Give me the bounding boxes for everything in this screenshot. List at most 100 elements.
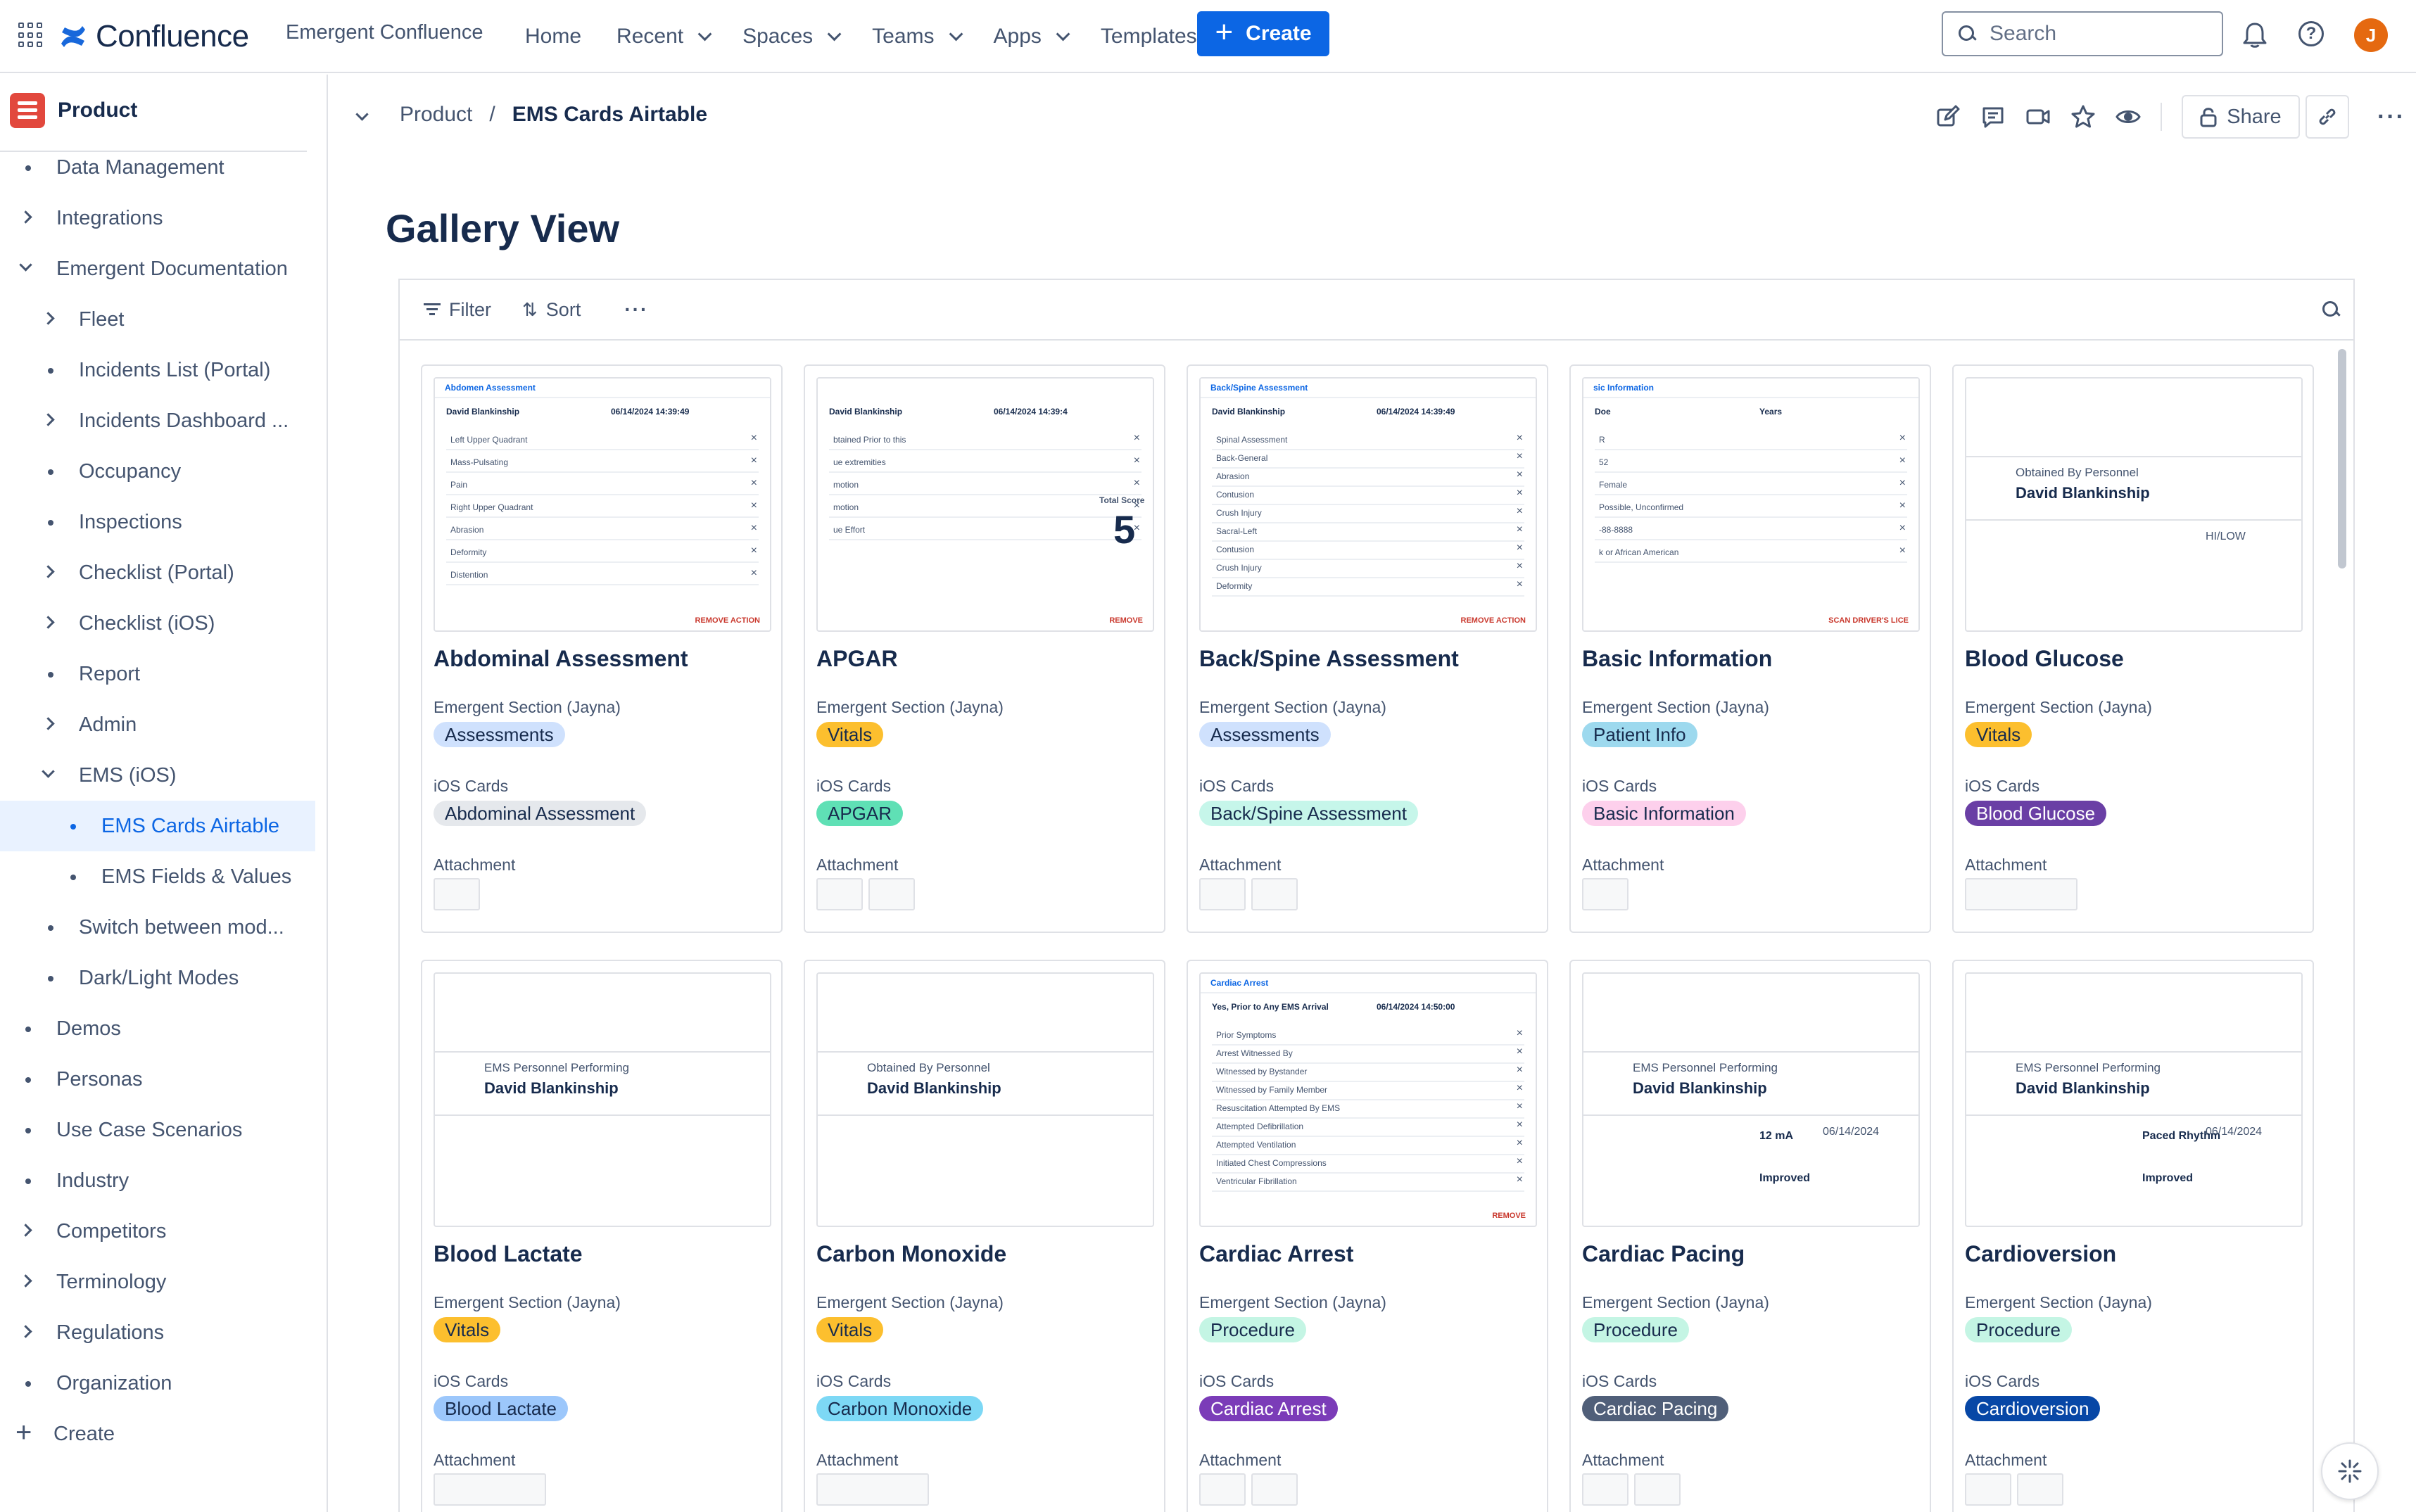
embed-search-icon[interactable] — [2321, 300, 2341, 319]
sidebar-item-switch-between-mod[interactable]: Switch between mod... — [0, 902, 327, 953]
sidebar-item-ems-cards-airtable[interactable]: EMS Cards Airtable — [0, 801, 315, 851]
ai-assist-button[interactable] — [2321, 1442, 2379, 1500]
gallery-card[interactable]: EMS Personnel Performing David Blankinshi… — [1952, 960, 2314, 1512]
chevron-right-icon[interactable] — [42, 312, 55, 325]
sidebar-item-inspections[interactable]: Inspections — [0, 497, 327, 547]
site-name[interactable]: Emergent Confluence — [286, 21, 483, 44]
attachment-thumbnail[interactable] — [1251, 878, 1298, 910]
space-header[interactable]: Product — [0, 86, 307, 135]
gallery-card[interactable]: Cardiac Arrest Yes, Prior to Any EMS Arri… — [1187, 960, 1548, 1512]
sidebar-item-ems-fields-values[interactable]: EMS Fields & Values — [0, 851, 327, 902]
copy-link-button[interactable] — [2306, 95, 2349, 139]
filter-button[interactable]: Filter — [424, 299, 491, 321]
attachment-thumbnail[interactable] — [1251, 1473, 1298, 1506]
watch-eye-icon[interactable] — [2115, 104, 2141, 129]
card-thumbnail[interactable]: David Blankinship 06/14/2024 14:39:4 btain… — [816, 377, 1154, 632]
card-thumbnail[interactable]: EMS Personnel Performing David Blankinshi… — [434, 972, 771, 1227]
comment-icon[interactable] — [1980, 104, 2006, 129]
gallery-card[interactable]: Obtained By Personnel David Blankinship HI… — [1952, 364, 2314, 933]
gallery-card[interactable]: Back/Spine Assessment David Blankinship 06… — [1187, 364, 1548, 933]
attachment-thumbnail[interactable] — [1199, 1473, 1246, 1506]
attachment-thumbnail[interactable] — [2017, 1473, 2063, 1506]
nav-item-templates[interactable]: Templates — [1101, 25, 1197, 49]
card-thumbnail[interactable]: EMS Personnel Performing David Blankinshi… — [1965, 972, 2303, 1227]
sidebar-item-occupancy[interactable]: Occupancy — [0, 446, 327, 497]
sidebar-item-ems-ios[interactable]: EMS (iOS) — [0, 750, 327, 801]
sidebar-item-industry[interactable]: Industry — [0, 1155, 327, 1206]
chevron-down-icon[interactable] — [42, 765, 55, 778]
attachment-thumbnail[interactable] — [1199, 878, 1246, 910]
attachment-thumbnails[interactable] — [816, 1473, 929, 1506]
attachment-thumbnails[interactable] — [1199, 1473, 1298, 1506]
attachment-thumbnail[interactable] — [816, 878, 863, 910]
gallery-card[interactable]: EMS Personnel Performing David Blankinshi… — [421, 960, 783, 1512]
embed-more-button[interactable]: ··· — [624, 298, 649, 320]
more-actions-button[interactable]: ··· — [2377, 103, 2405, 130]
card-thumbnail[interactable]: Obtained By Personnel David Blankinship — [816, 972, 1154, 1227]
create-button[interactable]: + Create — [1197, 11, 1329, 56]
attachment-thumbnails[interactable] — [1582, 1473, 1681, 1506]
nav-item-recent[interactable]: Recent — [616, 25, 712, 49]
attachment-thumbnails[interactable] — [434, 878, 480, 910]
sort-button[interactable]: ⇅ Sort — [522, 299, 581, 321]
attachment-thumbnail[interactable] — [816, 1473, 929, 1506]
sidebar-item-fleet[interactable]: Fleet — [0, 294, 327, 345]
card-thumbnail[interactable]: Back/Spine Assessment David Blankinship 06… — [1199, 377, 1537, 632]
help-icon[interactable]: ? — [2298, 21, 2324, 46]
sidebar-item-regulations[interactable]: Regulations — [0, 1307, 327, 1358]
breadcrumb-parent[interactable]: Product — [400, 103, 473, 126]
sidebar-item-dark-light-modes[interactable]: Dark/Light Modes — [0, 953, 327, 1003]
chevron-down-icon[interactable] — [19, 258, 32, 272]
gallery-card[interactable]: Obtained By Personnel David Blankinship Ca… — [804, 960, 1165, 1512]
nav-item-spaces[interactable]: Spaces — [742, 25, 842, 49]
chevron-right-icon[interactable] — [19, 210, 32, 224]
sidebar-item-incidents-list-portal[interactable]: Incidents List (Portal) — [0, 345, 327, 395]
attachment-thumbnail[interactable] — [434, 1473, 546, 1506]
nav-item-apps[interactable]: Apps — [994, 25, 1070, 49]
breadcrumb-current[interactable]: EMS Cards Airtable — [512, 103, 708, 126]
sidebar-item-integrations[interactable]: Integrations — [0, 193, 327, 243]
chevron-right-icon[interactable] — [19, 1325, 32, 1338]
user-avatar[interactable]: J — [2354, 18, 2388, 52]
sidebar-item-report[interactable]: Report — [0, 649, 327, 699]
card-thumbnail[interactable]: Cardiac Arrest Yes, Prior to Any EMS Arri… — [1199, 972, 1537, 1227]
gallery-card[interactable]: EMS Personnel Performing David Blankinshi… — [1569, 960, 1931, 1512]
sidebar-item-checklist-portal[interactable]: Checklist (Portal) — [0, 547, 327, 598]
chevron-right-icon[interactable] — [19, 1224, 32, 1237]
star-icon[interactable] — [2070, 104, 2096, 129]
confluence-logo[interactable]: Confluence — [59, 15, 249, 58]
app-switcher-icon[interactable] — [18, 23, 44, 48]
notifications-bell-icon[interactable] — [2242, 21, 2268, 49]
sidebar-item-data-management[interactable]: Data Management — [0, 142, 327, 193]
chevron-right-icon[interactable] — [42, 565, 55, 578]
sidebar-item-create[interactable]: + Create — [0, 1409, 327, 1459]
attachment-thumbnail[interactable] — [1634, 1473, 1681, 1506]
chevron-right-icon[interactable] — [42, 717, 55, 730]
sidebar-item-checklist-ios[interactable]: Checklist (iOS) — [0, 598, 327, 649]
gallery-card[interactable]: sic Information Doe Years R × 52 × Female × Possi… — [1569, 364, 1931, 933]
sidebar-item-demos[interactable]: Demos — [0, 1003, 327, 1054]
attachment-thumbnails[interactable] — [434, 1473, 546, 1506]
chevron-right-icon[interactable] — [42, 616, 55, 629]
chevron-right-icon[interactable] — [42, 413, 55, 426]
edit-icon[interactable] — [1935, 104, 1961, 129]
card-thumbnail[interactable]: EMS Personnel Performing David Blankinshi… — [1582, 972, 1920, 1227]
gallery-card[interactable]: David Blankinship 06/14/2024 14:39:4 btain… — [804, 364, 1165, 933]
chevron-right-icon[interactable] — [19, 1274, 32, 1288]
attachment-thumbnails[interactable] — [1199, 878, 1298, 910]
sidebar-item-terminology[interactable]: Terminology — [0, 1257, 327, 1307]
attachment-thumbnail[interactable] — [1582, 1473, 1628, 1506]
attachment-thumbnail[interactable] — [1965, 1473, 2011, 1506]
card-thumbnail[interactable]: sic Information Doe Years R × 52 × Female × Possi… — [1582, 377, 1920, 632]
sidebar-item-organization[interactable]: Organization — [0, 1358, 327, 1409]
gallery-card[interactable]: Abdomen Assessment David Blankinship 06/14… — [421, 364, 783, 933]
video-icon[interactable] — [2025, 104, 2051, 129]
sidebar-item-admin[interactable]: Admin — [0, 699, 327, 750]
sidebar-item-emergent-documentation[interactable]: Emergent Documentation — [0, 243, 327, 294]
attachment-thumbnails[interactable] — [1582, 878, 1628, 910]
attachment-thumbnail[interactable] — [1965, 878, 2077, 910]
attachment-thumbnails[interactable] — [816, 878, 915, 910]
sidebar-item-competitors[interactable]: Competitors — [0, 1206, 327, 1257]
attachment-thumbnail[interactable] — [434, 878, 480, 910]
attachment-thumbnail[interactable] — [1582, 878, 1628, 910]
